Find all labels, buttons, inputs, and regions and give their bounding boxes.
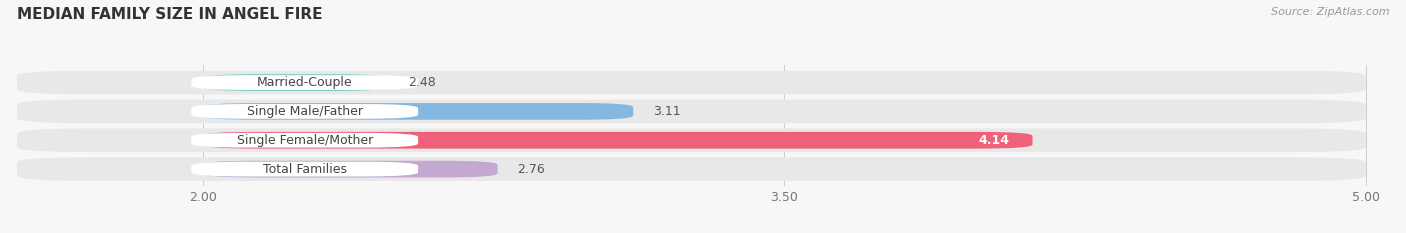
Text: Source: ZipAtlas.com: Source: ZipAtlas.com	[1271, 7, 1389, 17]
Text: MEDIAN FAMILY SIZE IN ANGEL FIRE: MEDIAN FAMILY SIZE IN ANGEL FIRE	[17, 7, 322, 22]
Text: 2.76: 2.76	[517, 163, 544, 176]
Text: Single Female/Mother: Single Female/Mother	[236, 134, 373, 147]
FancyBboxPatch shape	[17, 128, 1365, 152]
Text: 4.14: 4.14	[979, 134, 1010, 147]
FancyBboxPatch shape	[202, 74, 389, 91]
Text: 3.11: 3.11	[652, 105, 681, 118]
FancyBboxPatch shape	[17, 71, 1365, 94]
FancyBboxPatch shape	[17, 157, 1365, 181]
FancyBboxPatch shape	[17, 99, 1365, 123]
Text: Single Male/Father: Single Male/Father	[246, 105, 363, 118]
FancyBboxPatch shape	[191, 162, 418, 176]
Text: Married-Couple: Married-Couple	[257, 76, 353, 89]
Text: Total Families: Total Families	[263, 163, 347, 176]
FancyBboxPatch shape	[202, 132, 1032, 149]
FancyBboxPatch shape	[191, 133, 418, 148]
FancyBboxPatch shape	[191, 75, 418, 90]
FancyBboxPatch shape	[202, 161, 498, 178]
FancyBboxPatch shape	[191, 104, 418, 119]
Text: 2.48: 2.48	[408, 76, 436, 89]
FancyBboxPatch shape	[202, 103, 633, 120]
